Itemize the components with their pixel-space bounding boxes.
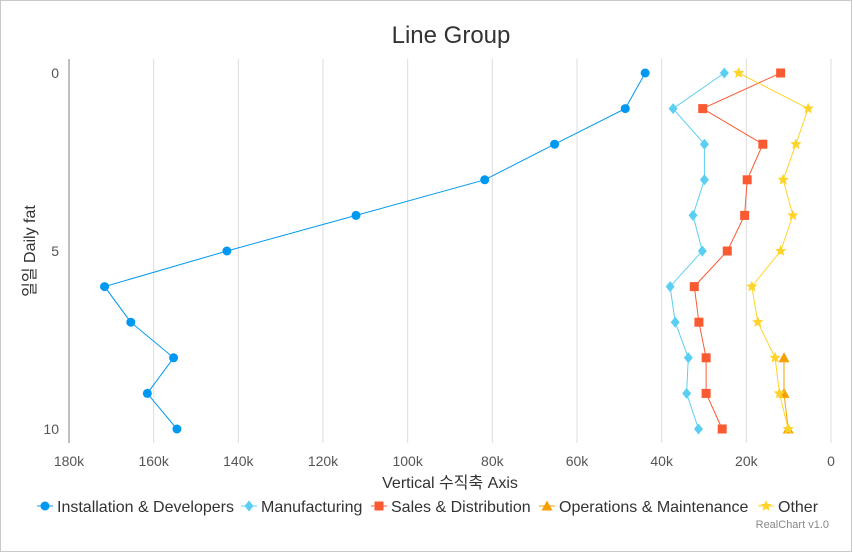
data-point[interactable]	[701, 388, 711, 398]
data-point[interactable]	[172, 424, 182, 434]
data-point[interactable]	[719, 67, 729, 79]
legend-label: Sales & Distribution	[391, 499, 531, 516]
grid-lines	[153, 59, 832, 443]
data-point[interactable]	[769, 351, 781, 363]
legend: Installation & Developers Manufacturing Sa…	[37, 499, 819, 516]
data-point[interactable]	[100, 282, 110, 292]
series-2	[665, 67, 729, 435]
legend-item[interactable]: Installation & Developers	[37, 499, 234, 516]
data-point[interactable]	[782, 423, 794, 434]
legend-marker	[374, 501, 384, 511]
credit-label: RealChart v1.0	[756, 519, 829, 531]
data-point[interactable]	[773, 387, 786, 399]
series-line	[669, 72, 725, 430]
legend-label: Other	[778, 499, 819, 516]
data-point[interactable]	[746, 280, 758, 292]
legend-marker	[40, 501, 50, 511]
data-point[interactable]	[733, 67, 745, 78]
series-group	[100, 67, 814, 435]
y-axis-title: 일일 Daily fat	[21, 205, 39, 297]
x-tick-label: 120k	[308, 453, 339, 469]
data-point[interactable]	[693, 423, 703, 435]
series-line	[738, 72, 809, 430]
legend-label: Installation & Developers	[57, 499, 234, 516]
data-point[interactable]	[787, 209, 799, 221]
series-1	[100, 68, 650, 434]
x-tick-label: 100k	[392, 453, 423, 469]
series-line	[693, 72, 781, 430]
data-point[interactable]	[722, 246, 732, 256]
data-point[interactable]	[694, 317, 704, 327]
data-point[interactable]	[778, 352, 790, 363]
data-point[interactable]	[776, 68, 786, 78]
chart-title: Line Group	[392, 22, 511, 49]
data-point[interactable]	[717, 424, 727, 434]
legend-item[interactable]: Manufacturing	[241, 499, 362, 516]
series-3	[689, 68, 786, 434]
data-point[interactable]	[688, 209, 698, 221]
series-5	[733, 67, 814, 434]
x-tick-label: 60k	[566, 453, 590, 469]
series-line	[103, 72, 646, 430]
legend-label: Manufacturing	[261, 499, 362, 516]
data-point[interactable]	[742, 175, 752, 185]
data-point[interactable]	[698, 104, 708, 114]
legend-marker	[541, 500, 553, 511]
data-point[interactable]	[701, 353, 711, 363]
data-point[interactable]	[699, 138, 709, 150]
data-point[interactable]	[752, 316, 764, 328]
data-point[interactable]	[802, 102, 814, 114]
x-tick-label: 80k	[481, 453, 505, 469]
legend-item[interactable]: Operations & Maintenance	[539, 499, 749, 516]
data-point[interactable]	[351, 210, 361, 220]
legend-item[interactable]: Other	[758, 499, 819, 516]
data-point[interactable]	[689, 282, 699, 292]
x-tick-label: 160k	[138, 453, 169, 469]
data-point[interactable]	[222, 246, 232, 256]
data-point[interactable]	[169, 353, 179, 363]
y-tick-label: 5	[51, 243, 59, 259]
data-point[interactable]	[620, 104, 630, 114]
data-point[interactable]	[665, 281, 675, 293]
y-tick-label: 10	[43, 421, 59, 437]
x-tick-label: 40k	[650, 453, 674, 469]
data-point[interactable]	[142, 388, 152, 398]
data-point[interactable]	[126, 317, 136, 327]
x-tick-label: 140k	[223, 453, 254, 469]
x-tick-labels: 180k 160k 140k 120k 100k 80k 60k 40k 20k 0	[54, 453, 835, 469]
data-point[interactable]	[683, 352, 693, 364]
legend-marker	[244, 500, 254, 512]
data-point[interactable]	[697, 245, 707, 257]
data-point[interactable]	[699, 174, 709, 186]
x-tick-label: 20k	[735, 453, 759, 469]
data-point[interactable]	[480, 175, 490, 185]
legend-label: Operations & Maintenance	[559, 499, 749, 516]
data-point[interactable]	[758, 139, 768, 149]
data-point[interactable]	[740, 210, 750, 220]
data-point[interactable]	[668, 103, 678, 115]
y-tick-label: 0	[51, 65, 59, 81]
x-tick-label: 0	[827, 453, 835, 469]
data-point[interactable]	[790, 138, 802, 150]
data-point[interactable]	[774, 245, 787, 256]
data-point[interactable]	[550, 139, 560, 149]
legend-marker	[760, 500, 772, 511]
y-tick-labels: 0 5 10	[43, 65, 59, 437]
legend-item[interactable]: Sales & Distribution	[371, 499, 531, 516]
x-tick-label: 180k	[54, 453, 85, 469]
data-point[interactable]	[670, 316, 680, 328]
data-point[interactable]	[640, 68, 650, 78]
data-point[interactable]	[777, 173, 789, 185]
data-point[interactable]	[682, 387, 692, 399]
x-axis-title: Vertical 수직축 Axis	[382, 474, 518, 492]
